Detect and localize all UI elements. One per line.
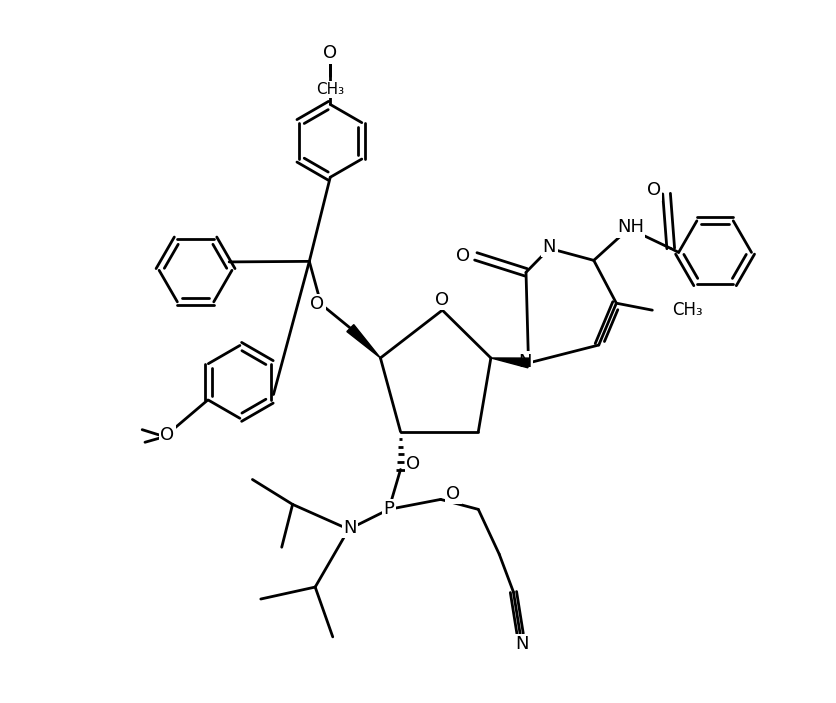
Text: O: O (405, 455, 420, 473)
Text: N: N (517, 352, 531, 370)
Text: N: N (542, 238, 555, 256)
Text: O: O (646, 181, 660, 199)
Text: CH₃: CH₃ (316, 82, 344, 97)
Text: P: P (383, 501, 394, 518)
Text: NH: NH (616, 218, 643, 236)
Polygon shape (490, 358, 528, 368)
Text: N: N (514, 636, 528, 653)
Text: O: O (456, 247, 470, 265)
Text: O: O (161, 426, 174, 444)
Text: N: N (343, 519, 356, 537)
Text: O: O (310, 295, 324, 314)
Text: O: O (435, 290, 449, 309)
Text: O: O (323, 44, 337, 62)
Polygon shape (346, 325, 380, 358)
Text: CH₃: CH₃ (671, 301, 701, 319)
Text: O: O (446, 485, 460, 503)
